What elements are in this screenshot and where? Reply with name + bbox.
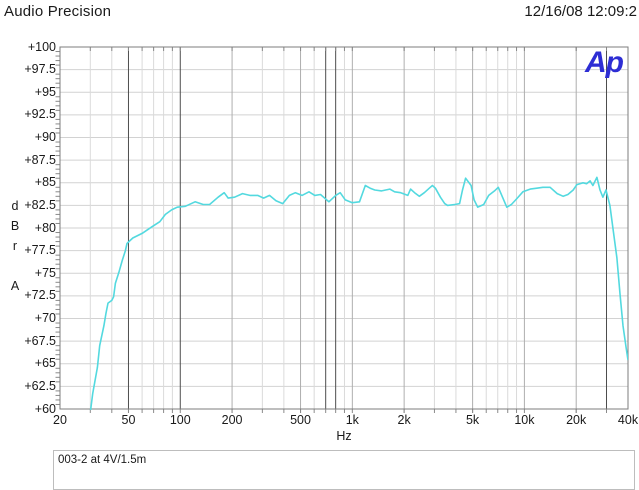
response-curve bbox=[89, 176, 628, 410]
plot-border bbox=[59, 46, 629, 410]
ap-logo-icon: Ap bbox=[585, 46, 624, 79]
annotation-box: 003-2 at 4V/1.5m bbox=[53, 450, 635, 490]
y-axis-unit: d B r A bbox=[10, 199, 20, 293]
annotation-label: 003-2 at 4V/1.5m bbox=[58, 454, 147, 466]
app-title: Audio Precision bbox=[4, 3, 112, 20]
datetime-stamp: 12/16/08 12:09:2 bbox=[524, 3, 637, 20]
x-axis-title: Hz bbox=[336, 429, 352, 443]
